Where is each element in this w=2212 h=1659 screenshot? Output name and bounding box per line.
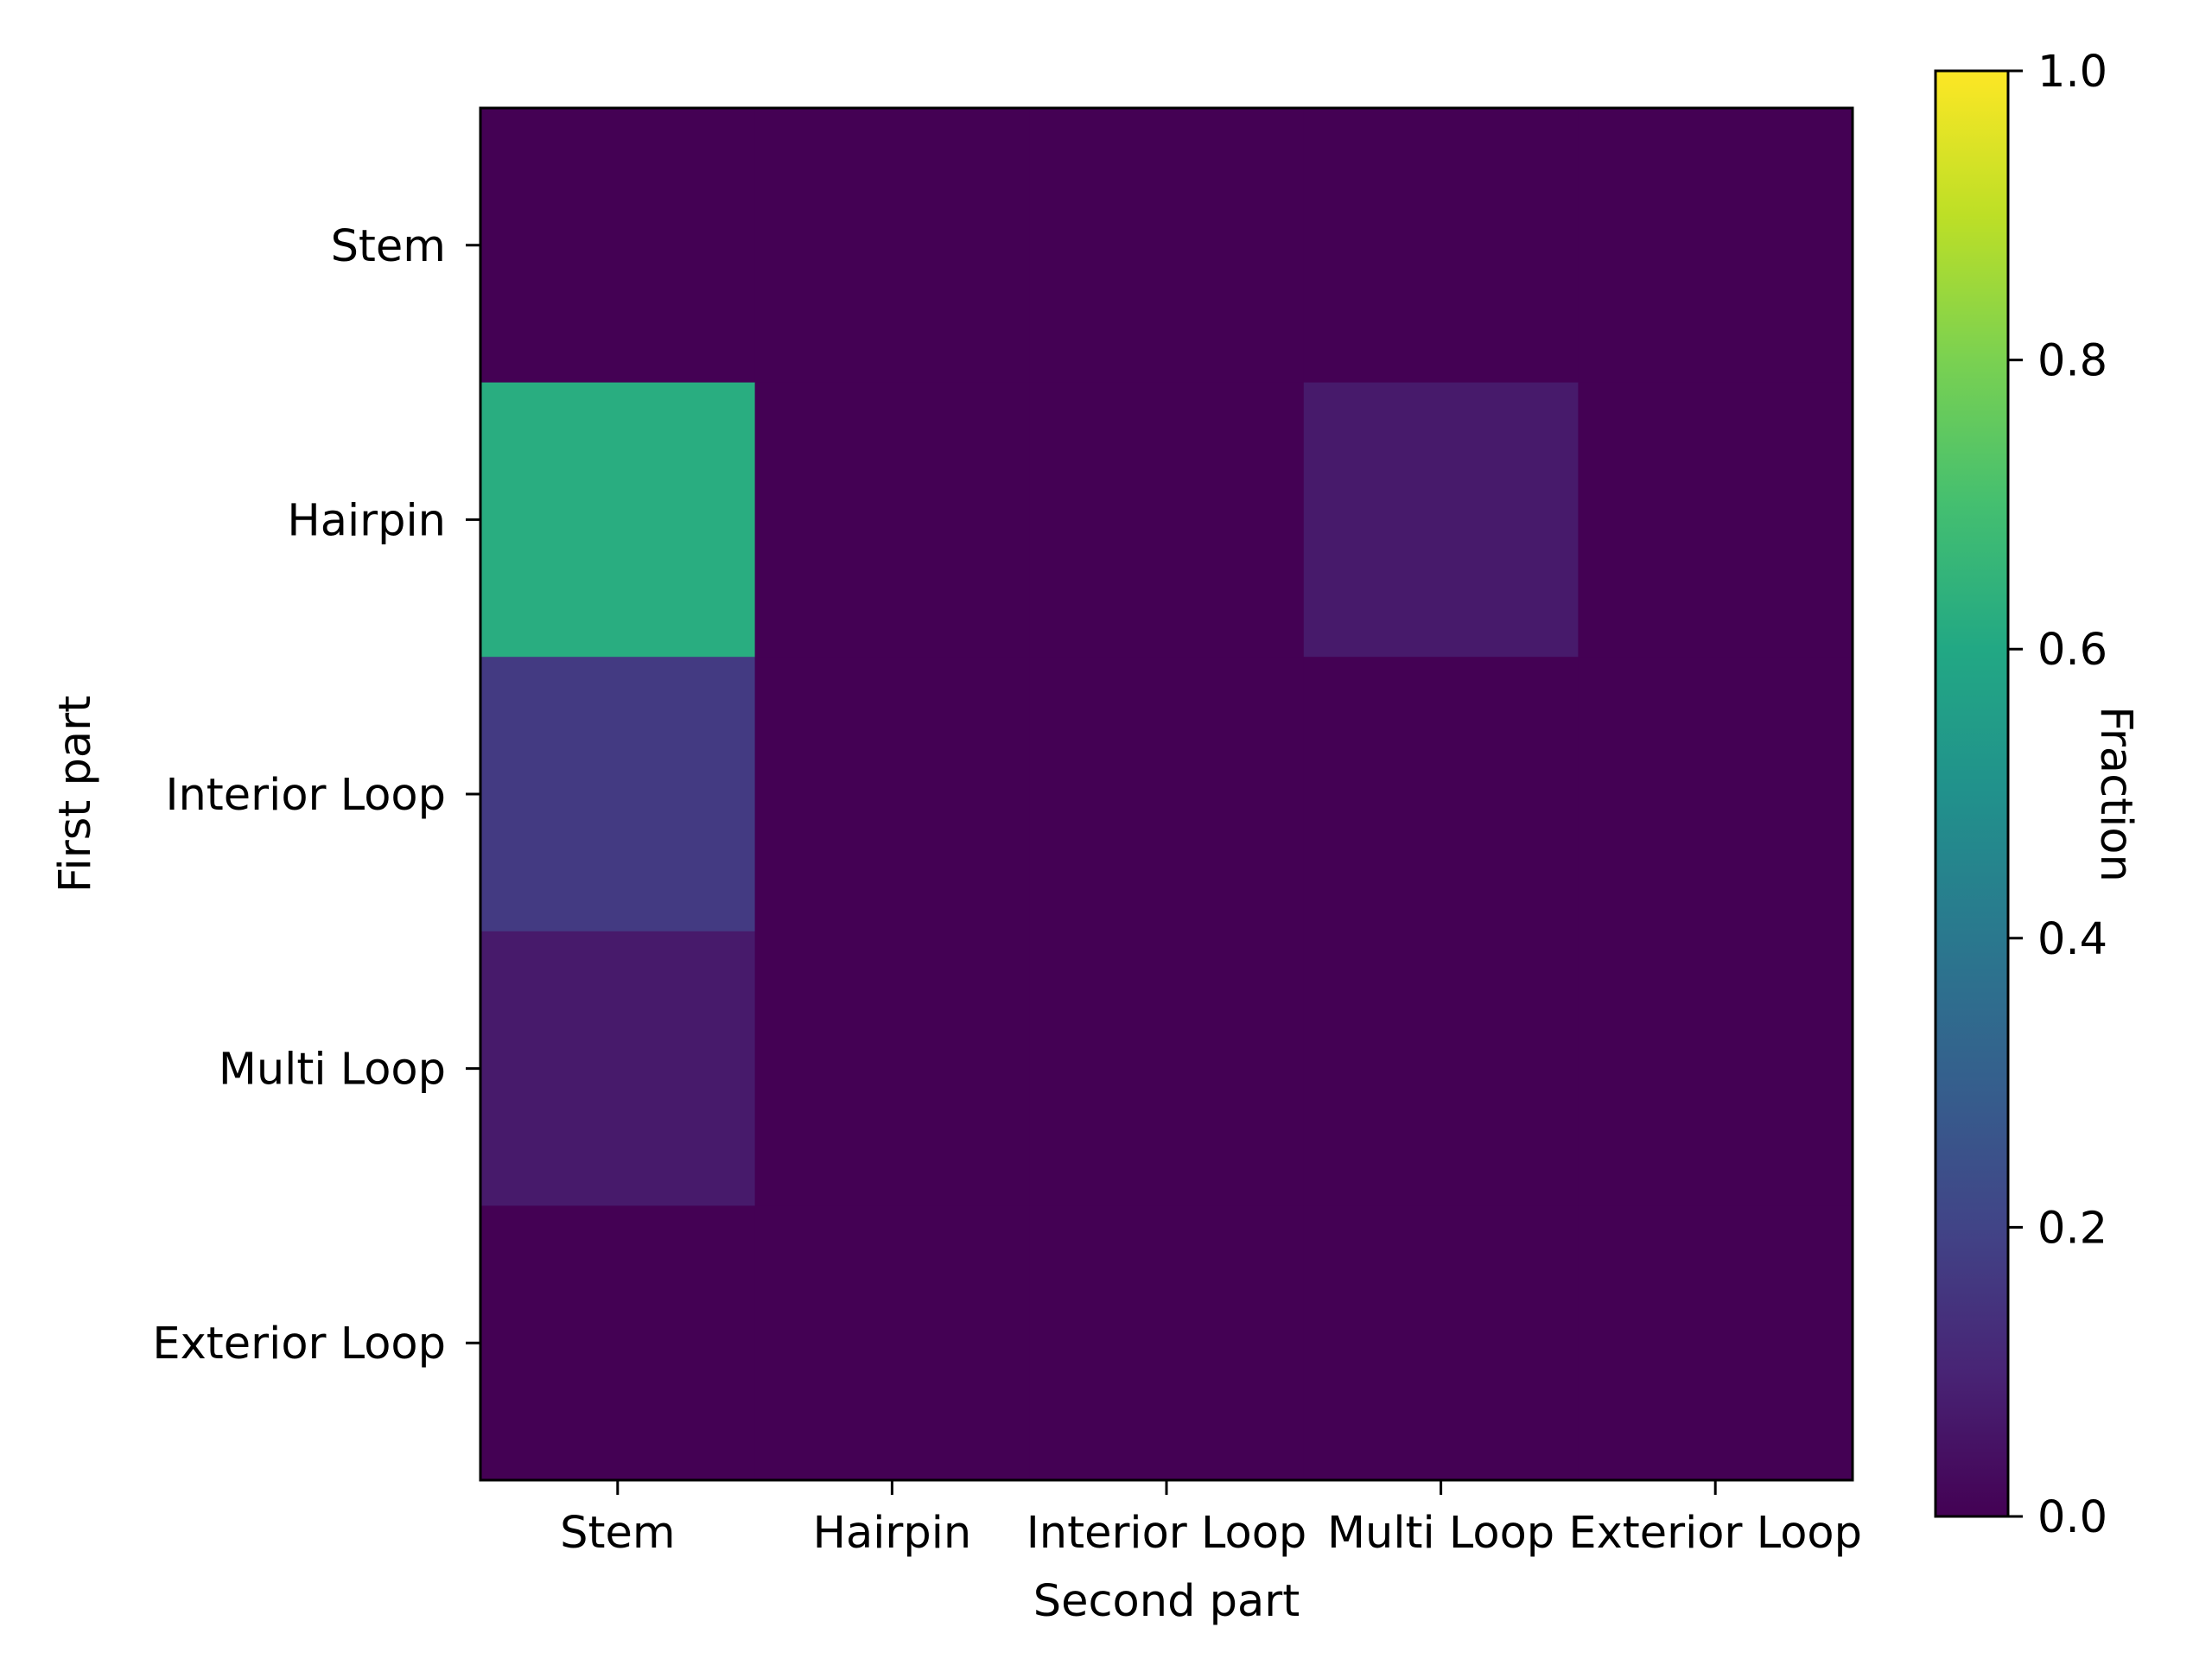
y-tick-label-exterior-loop: Exterior Loop	[152, 1319, 446, 1370]
heatmap-cell-r4-c3	[1303, 1205, 1579, 1481]
heatmap-cell-r2-c1	[754, 657, 1030, 932]
heatmap-cell-r0-c3	[1303, 108, 1579, 384]
heatmap-cell-r1-c0	[480, 382, 756, 658]
y-tick-label-stem: Stem	[331, 221, 446, 272]
heatmap-cell-r3-c2	[1029, 931, 1305, 1206]
y-tick-label-multi-loop: Multi Loop	[219, 1045, 446, 1096]
x-tick-label-interior-loop: Interior Loop	[1027, 1508, 1307, 1559]
colorbar-tick-label-4: 0.8	[2037, 336, 2107, 387]
heatmap-cell-r4-c0	[480, 1205, 756, 1481]
colorbar-ticks: 0.0 0.2 0.4 0.6 0.8 1.0	[2008, 47, 2107, 1543]
y-tick-label-interior-loop: Interior Loop	[165, 770, 446, 821]
x-tick-label-exterior-loop: Exterior Loop	[1568, 1508, 1862, 1559]
x-tick-label-hairpin: Hairpin	[813, 1508, 972, 1559]
colorbar-tick-label-3: 0.6	[2037, 625, 2107, 676]
heatmap-cell-r3-c3	[1303, 931, 1579, 1206]
heatmap-cell-r1-c4	[1578, 382, 1853, 658]
colorbar-tick-label-5: 1.0	[2037, 47, 2107, 98]
colorbar	[1934, 69, 2010, 1518]
y-axis-label: First part	[50, 696, 101, 893]
heatmap-cell-r2-c2	[1029, 657, 1305, 932]
x-tick-label-multi-loop: Multi Loop	[1327, 1508, 1554, 1559]
colorbar-tick-label-2: 0.4	[2037, 914, 2107, 965]
heatmap-cell-r1-c3	[1303, 382, 1579, 658]
colorbar-tick-label-1: 0.2	[2037, 1203, 2107, 1254]
heatmap-cell-r4-c4	[1578, 1205, 1853, 1481]
colorbar-label: Fraction	[2090, 706, 2141, 882]
heatmap-cell-r0-c0	[480, 108, 756, 384]
heatmap-cell-r0-c4	[1578, 108, 1853, 384]
x-tick-label-stem: Stem	[560, 1508, 675, 1559]
heatmap-cell-r3-c1	[754, 931, 1030, 1206]
heatmap-cell-r1-c1	[754, 382, 1030, 658]
heatmap-cell-r0-c2	[1029, 108, 1305, 384]
heatmap-cell-r3-c4	[1578, 931, 1853, 1206]
y-tick-label-hairpin: Hairpin	[287, 495, 446, 546]
heatmap-cell-r2-c3	[1303, 657, 1579, 932]
heatmap-cell-r3-c0	[480, 931, 756, 1206]
heatmap-cells	[480, 108, 1853, 1481]
heatmap-cell-r2-c0	[480, 657, 756, 932]
heatmap-cell-r4-c1	[754, 1205, 1030, 1481]
heatmap-cell-r1-c2	[1029, 382, 1305, 658]
heatmap-cell-r0-c1	[754, 108, 1030, 384]
x-axis-label: Second part	[1033, 1576, 1300, 1627]
heatmap-cell-r2-c4	[1578, 657, 1853, 932]
colorbar-tick-label-0: 0.0	[2037, 1492, 2107, 1543]
x-axis-ticks: Stem Hairpin Interior Loop Multi Loop Exteri…	[560, 1480, 1862, 1559]
heatmap-cell-r4-c2	[1029, 1205, 1305, 1481]
y-axis-ticks: Stem Hairpin Interior Loop Multi Loop Exteri…	[152, 221, 480, 1370]
